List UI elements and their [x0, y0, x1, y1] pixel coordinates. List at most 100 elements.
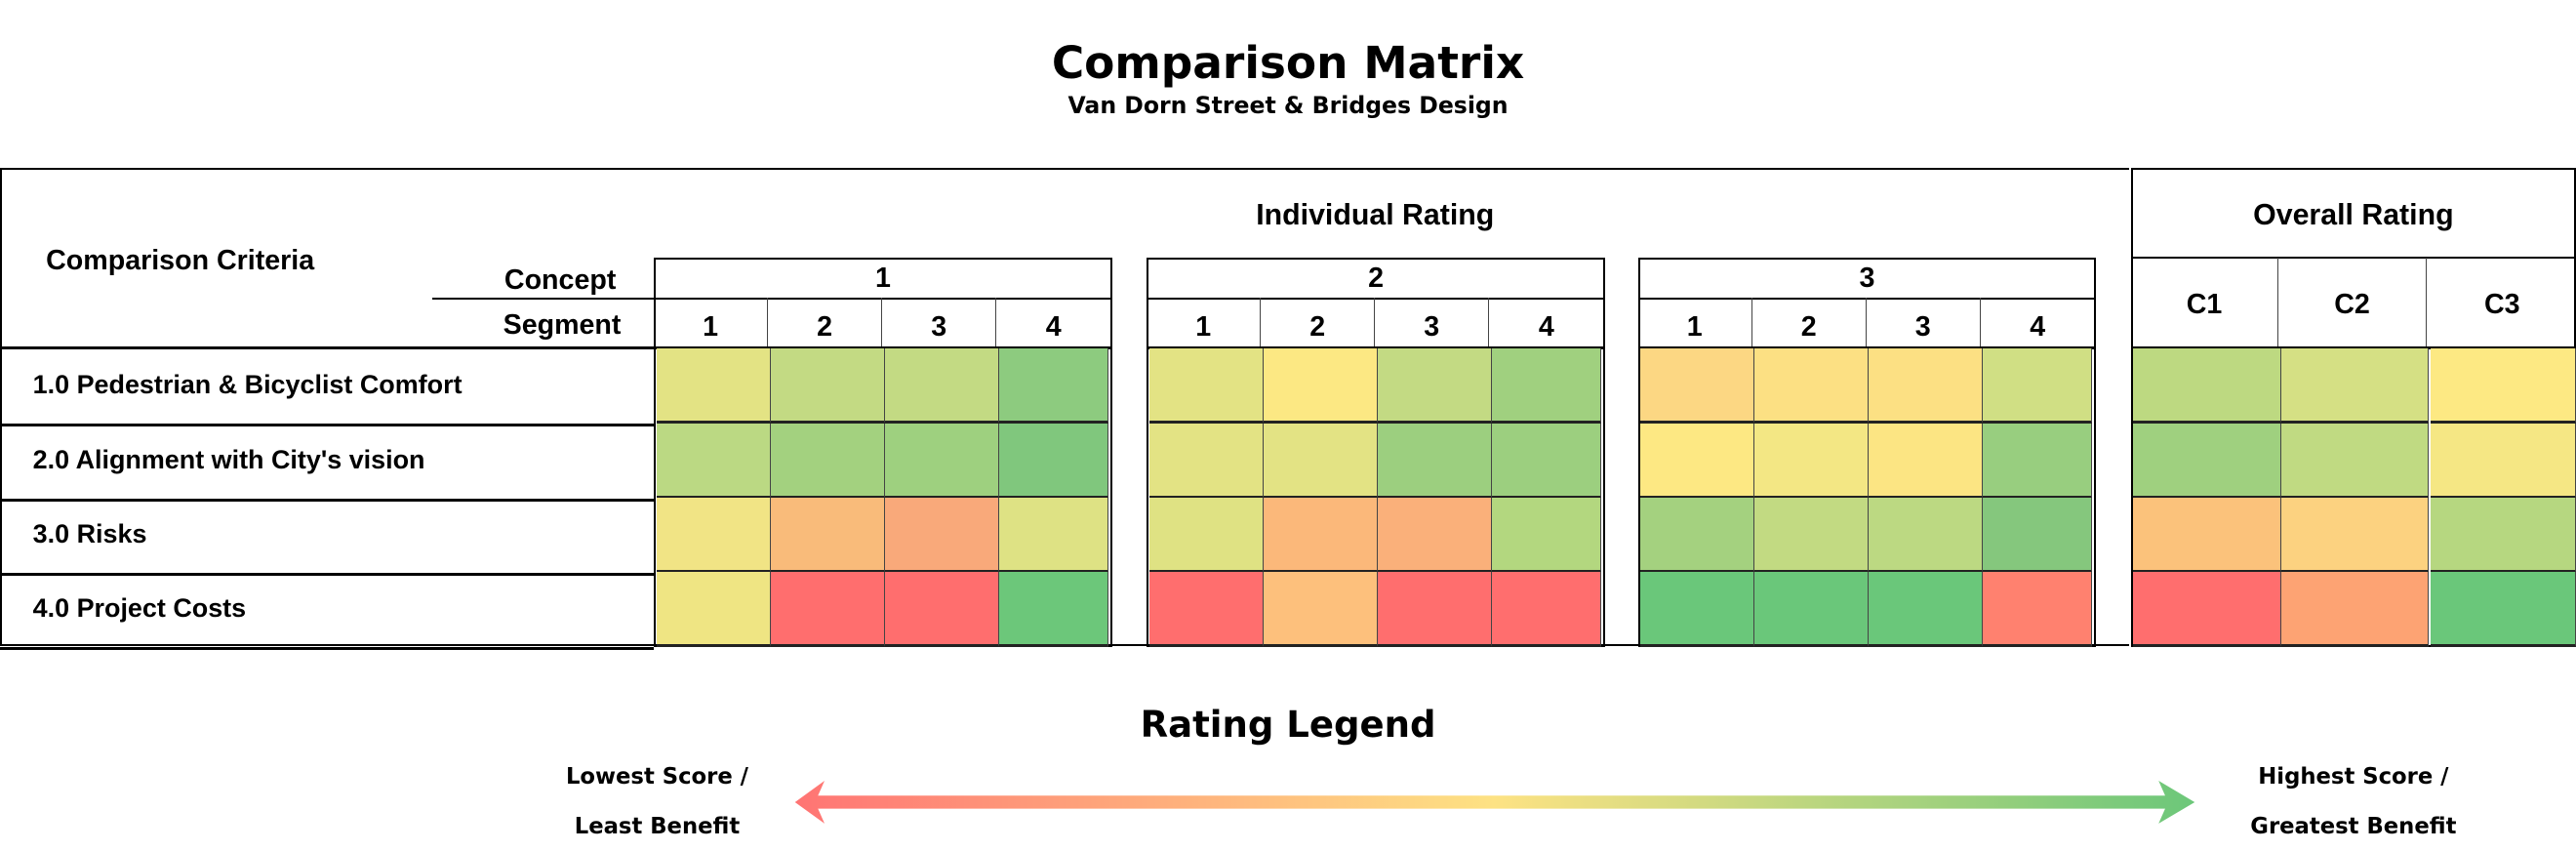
overall-rating-cell-c2: [2281, 572, 2430, 647]
rating-cell-concept3-segment4: [1983, 498, 2092, 573]
rating-cell-concept3-segment2: [1754, 498, 1869, 573]
rating-cell-concept1-segment3: [885, 498, 999, 573]
segment-header-4: 4: [1981, 298, 2095, 348]
row-divider: [0, 499, 654, 502]
rating-cell-concept3-segment3: [1869, 424, 1983, 499]
rating-cell-concept3-segment2: [1754, 424, 1869, 499]
concept-header-2: 2: [1147, 263, 1605, 296]
rating-cell-concept2-segment2: [1264, 424, 1378, 499]
row-divider: [0, 573, 654, 576]
rating-cell-concept1-segment3: [885, 424, 999, 499]
rating-cell-concept3-segment3: [1869, 348, 1983, 424]
segment-header-3: 3: [882, 298, 996, 348]
overall-rating-cell-c1: [2133, 498, 2281, 573]
overall-rating-cell-c3: [2431, 348, 2576, 424]
criteria-row-label: 4.0 Project Costs: [33, 593, 246, 625]
overall-rating-cell-c2: [2281, 498, 2430, 573]
legend-low-label: Lowest Score / Least Benefit: [526, 752, 788, 851]
rating-cell-concept1-segment1: [657, 498, 771, 573]
rating-cell-concept3-segment2: [1754, 348, 1869, 424]
rating-cell-concept2-segment1: [1149, 498, 1264, 573]
rating-cell-concept3-segment4: [1983, 348, 2092, 424]
concept-underline: [432, 298, 654, 300]
legend-high-label: Highest Score / Greatest Benefit: [2218, 752, 2489, 851]
rating-cell-concept2-segment3: [1378, 572, 1492, 647]
rating-cell-concept2-segment2: [1264, 572, 1378, 647]
overall-rating-cell-c1: [2133, 572, 2281, 647]
segment-header-3: 3: [1375, 298, 1489, 348]
segment-header-2: 2: [1752, 298, 1867, 348]
segment-header-4: 4: [996, 298, 1110, 348]
segment-header-2: 2: [1261, 298, 1375, 348]
rating-cell-concept2-segment4: [1492, 498, 1601, 573]
segment-header-1: 1: [1638, 298, 1752, 348]
legend-high-line1: Highest Score /: [2218, 752, 2489, 802]
overall-rating-cell-c1: [2133, 348, 2281, 424]
rating-cell-concept3-segment1: [1640, 572, 1754, 647]
rating-cell-concept2-segment4: [1492, 572, 1601, 647]
rating-cell-concept1-segment2: [771, 498, 885, 573]
rating-cell-concept1-segment4: [999, 498, 1108, 573]
rating-cell-concept1-segment1: [657, 424, 771, 499]
row-divider: [0, 424, 654, 426]
segment-header-4: 4: [1489, 298, 1603, 348]
overall-rating-cell-c2: [2281, 348, 2430, 424]
overall-rating-header: Overall Rating: [2131, 199, 2576, 232]
criteria-header: Comparison Criteria: [46, 245, 314, 278]
rating-cell-concept1-segment2: [771, 424, 885, 499]
concept-label: Concept: [432, 264, 617, 298]
row-divider: [0, 647, 654, 650]
rating-cell-concept2-segment1: [1149, 572, 1264, 647]
rating-cell-concept2-segment1: [1149, 348, 1264, 424]
rating-cell-concept1-segment2: [771, 572, 885, 647]
overall-rating-cell-c3: [2431, 572, 2576, 647]
overall-header-c2: C2: [2278, 258, 2427, 348]
criteria-row-label: 3.0 Risks: [33, 519, 147, 550]
segment-header-1: 1: [1147, 298, 1261, 348]
legend-low-line1: Lowest Score /: [526, 752, 788, 802]
rating-cell-concept1-segment1: [657, 348, 771, 424]
legend-high-line2: Greatest Benefit: [2218, 802, 2489, 851]
page-subtitle: Van Dorn Street & Bridges Design: [0, 92, 2576, 120]
overall-rating-cell-c3: [2431, 424, 2576, 499]
overall-rating-cell-c1: [2133, 424, 2281, 499]
rating-cell-concept3-segment4: [1983, 572, 2092, 647]
rating-cell-concept1-segment1: [657, 572, 771, 647]
rating-cell-concept2-segment4: [1492, 424, 1601, 499]
legend-low-line2: Least Benefit: [526, 802, 788, 851]
rating-cell-concept2-segment2: [1264, 348, 1378, 424]
criteria-row-label: 2.0 Alignment with City's vision: [33, 445, 425, 476]
page-title: Comparison Matrix: [0, 39, 2576, 89]
rating-cell-concept3-segment1: [1640, 498, 1754, 573]
rating-cell-concept2-segment4: [1492, 348, 1601, 424]
rating-cell-concept1-segment3: [885, 348, 999, 424]
rating-cell-concept1-segment4: [999, 572, 1108, 647]
segment-header-2: 2: [768, 298, 882, 348]
rating-cell-concept1-segment4: [999, 348, 1108, 424]
concept-header-1: 1: [654, 263, 1112, 296]
legend-gradient-arrow-icon: [788, 776, 2204, 829]
rating-cell-concept3-segment1: [1640, 424, 1754, 499]
rating-cell-concept2-segment1: [1149, 424, 1264, 499]
rating-cell-concept2-segment3: [1378, 424, 1492, 499]
rating-cell-concept1-segment4: [999, 424, 1108, 499]
rating-cell-concept3-segment1: [1640, 348, 1754, 424]
rating-cell-concept2-segment3: [1378, 498, 1492, 573]
rating-cell-concept3-segment3: [1869, 572, 1983, 647]
header-divider: [0, 346, 654, 349]
individual-rating-header: Individual Rating: [654, 199, 2096, 232]
rating-cell-concept3-segment2: [1754, 572, 1869, 647]
segment-header-1: 1: [654, 298, 768, 348]
concept-header-3: 3: [1638, 263, 2097, 296]
rating-cell-concept3-segment4: [1983, 424, 2092, 499]
segment-label: Segment: [432, 309, 622, 343]
legend-title: Rating Legend: [0, 704, 2576, 747]
overall-rating-cell-c2: [2281, 424, 2430, 499]
overall-header-c3: C3: [2429, 258, 2576, 348]
segment-header-3: 3: [1867, 298, 1981, 348]
rating-cell-concept2-segment3: [1378, 348, 1492, 424]
rating-cell-concept3-segment3: [1869, 498, 1983, 573]
overall-header-c1: C1: [2131, 258, 2279, 348]
overall-rating-cell-c3: [2431, 498, 2576, 573]
